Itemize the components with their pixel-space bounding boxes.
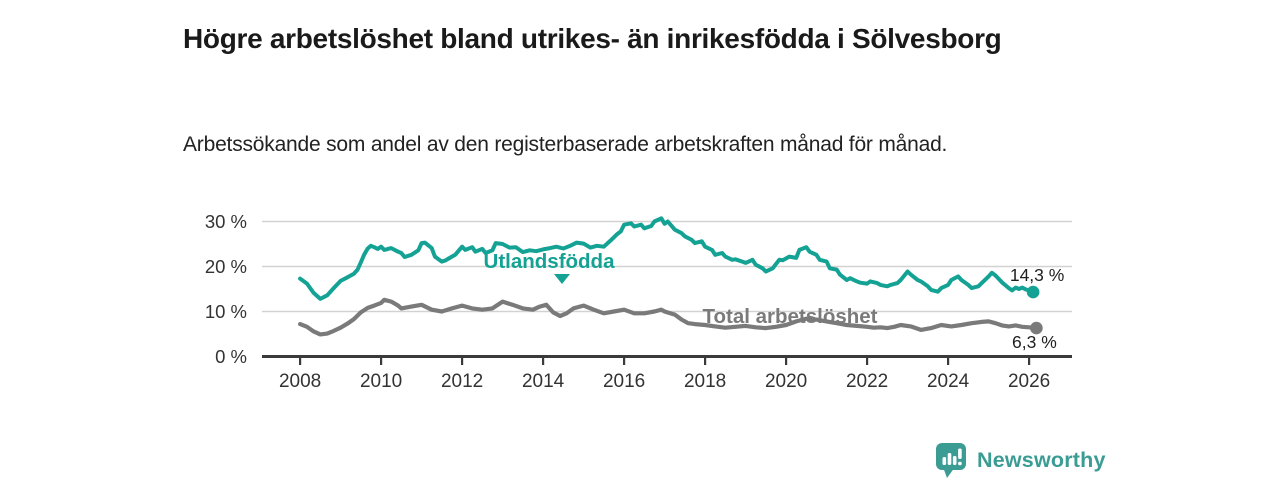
- x-tick-label: 2022: [846, 371, 888, 392]
- x-tick-label: 2018: [684, 371, 726, 392]
- x-tick-label: 2026: [1008, 371, 1050, 392]
- series-label-pointer-down-icon: [554, 274, 570, 284]
- series-label-total: Total arbetslöshet: [702, 305, 877, 328]
- newsworthy-chart-bubble-icon: [936, 443, 966, 478]
- y-tick-label: 20 %: [205, 256, 247, 277]
- series-line-utlandsfodda: [298, 216, 1036, 301]
- x-tick-label: 2008: [279, 371, 321, 392]
- x-tick-label: 2010: [360, 371, 402, 392]
- x-tick-label: 2012: [441, 371, 483, 392]
- end-value-label-total: 6,3 %: [1012, 332, 1057, 352]
- x-tick-label: 2016: [603, 371, 645, 392]
- newsworthy-logo: Newsworthy: [934, 441, 1106, 479]
- end-value-label-utlandsfodda: 14,3 %: [1010, 265, 1064, 285]
- series-line-total: [298, 297, 1039, 337]
- series-end-dot-utlandsfodda: [1026, 285, 1040, 299]
- chart-subtitle: Arbetssökande som andel av den registerb…: [183, 133, 948, 156]
- x-tick-label: 2014: [522, 371, 565, 392]
- x-tick-label: 2020: [765, 371, 807, 392]
- series-end-dot-total: [1030, 321, 1043, 335]
- y-tick-label: 30 %: [205, 211, 247, 232]
- page-title: Högre arbetslöshet bland utrikes- än inr…: [183, 22, 1002, 54]
- y-tick-label: 10 %: [205, 301, 247, 322]
- y-tick-label: 0 %: [215, 346, 247, 367]
- x-tick-label: 2024: [927, 371, 970, 392]
- series-label-utlandsfodda: Utlandsfödda: [484, 250, 616, 273]
- brand-wordmark: Newsworthy: [977, 447, 1106, 472]
